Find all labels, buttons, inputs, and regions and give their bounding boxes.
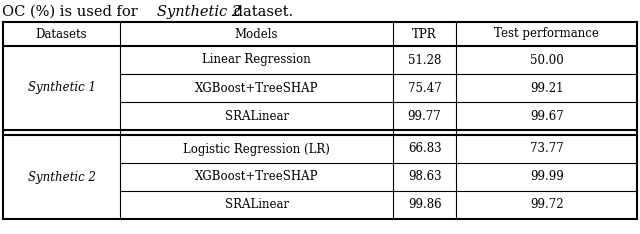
Text: SRALinear: SRALinear (225, 198, 289, 212)
Text: 50.00: 50.00 (530, 54, 564, 66)
Text: 99.86: 99.86 (408, 198, 442, 212)
Text: 99.67: 99.67 (530, 110, 564, 123)
Text: Synthetic 1: Synthetic 1 (28, 81, 95, 95)
Text: TPR: TPR (412, 28, 437, 40)
Text: 99.21: 99.21 (530, 81, 563, 95)
Text: Logistic Regression (LR): Logistic Regression (LR) (183, 143, 330, 156)
Text: 99.99: 99.99 (530, 171, 564, 183)
Text: 66.83: 66.83 (408, 143, 442, 156)
Text: dataset.: dataset. (229, 5, 293, 19)
Text: 99.77: 99.77 (408, 110, 442, 123)
Text: Models: Models (235, 28, 278, 40)
Text: XGBoost+TreeSHAP: XGBoost+TreeSHAP (195, 171, 318, 183)
Text: Synthetic 2: Synthetic 2 (28, 171, 95, 183)
Text: Datasets: Datasets (36, 28, 88, 40)
Text: 99.72: 99.72 (530, 198, 563, 212)
Text: SRALinear: SRALinear (225, 110, 289, 123)
Text: Test performance: Test performance (494, 28, 599, 40)
Text: Linear Regression: Linear Regression (202, 54, 311, 66)
Text: XGBoost+TreeSHAP: XGBoost+TreeSHAP (195, 81, 318, 95)
Text: Synthetic 2: Synthetic 2 (157, 5, 241, 19)
Text: OC (%) is used for: OC (%) is used for (2, 5, 142, 19)
Text: 73.77: 73.77 (530, 143, 564, 156)
Text: 51.28: 51.28 (408, 54, 442, 66)
Text: 75.47: 75.47 (408, 81, 442, 95)
Text: 98.63: 98.63 (408, 171, 442, 183)
